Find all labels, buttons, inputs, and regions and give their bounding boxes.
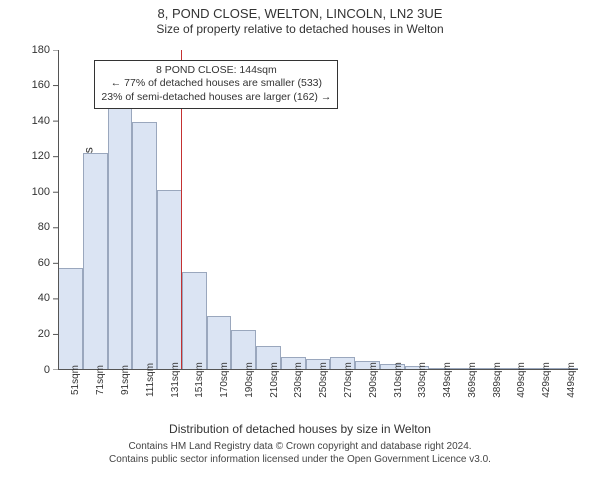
x-tick-label: 190sqm (244, 362, 255, 398)
bar-slot (405, 50, 430, 370)
x-tick-slot: 429sqm (529, 370, 554, 420)
y-tick-label: 120 (32, 150, 50, 162)
x-tick-slot: 131sqm (157, 370, 182, 420)
x-tick-label: 429sqm (541, 362, 552, 398)
x-tick-slot: 270sqm (330, 370, 355, 420)
bar-slot (454, 50, 479, 370)
bar-slot (429, 50, 454, 370)
y-tick-label: 160 (32, 79, 50, 91)
x-tick-label: 389sqm (491, 362, 502, 398)
x-tick-slot: 250sqm (306, 370, 331, 420)
bar-slot (479, 50, 504, 370)
x-tick-slot: 51sqm (58, 370, 83, 420)
x-tick-label: 310sqm (392, 362, 403, 398)
bar-slot (504, 50, 529, 370)
bar-slot (380, 50, 405, 370)
histogram-bar (182, 272, 207, 370)
y-tick-label: 180 (32, 44, 50, 56)
x-tick-label: 230sqm (293, 362, 304, 398)
x-tick-slot: 230sqm (281, 370, 306, 420)
histogram-bar (58, 268, 83, 369)
annotation-line2: ← 77% of detached houses are smaller (53… (101, 77, 331, 91)
y-tick-label: 140 (32, 115, 50, 127)
x-tick-label: 330sqm (417, 362, 428, 398)
x-tick-slot: 111sqm (132, 370, 157, 420)
x-tick-slot: 310sqm (380, 370, 405, 420)
x-tick-label: 170sqm (219, 362, 230, 398)
x-tick-slot: 170sqm (207, 370, 232, 420)
x-ticks: 51sqm71sqm91sqm111sqm131sqm151sqm170sqm1… (58, 370, 578, 420)
y-tick-label: 40 (38, 292, 50, 304)
x-tick-slot: 369sqm (454, 370, 479, 420)
histogram-bar (132, 122, 157, 369)
y-tick-label: 0 (44, 364, 50, 376)
histogram-bar (157, 190, 182, 370)
y-tick-label: 60 (38, 257, 50, 269)
x-tick-label: 250sqm (318, 362, 329, 398)
histogram-bar (83, 153, 108, 370)
chart-title: 8, POND CLOSE, WELTON, LINCOLN, LN2 3UE (0, 0, 600, 22)
y-tick-label: 20 (38, 328, 50, 340)
annotation-box: 8 POND CLOSE: 144sqm ← 77% of detached h… (94, 60, 338, 109)
x-tick-slot: 330sqm (405, 370, 430, 420)
x-tick-slot: 151sqm (182, 370, 207, 420)
x-tick-slot: 409sqm (504, 370, 529, 420)
x-tick-label: 111sqm (145, 363, 156, 397)
y-tick-label: 80 (38, 221, 50, 233)
x-tick-label: 369sqm (467, 362, 478, 398)
x-tick-label: 290sqm (368, 362, 379, 398)
x-tick-label: 51sqm (70, 365, 81, 395)
x-tick-slot: 91sqm (108, 370, 133, 420)
bar-slot (355, 50, 380, 370)
x-tick-slot: 210sqm (256, 370, 281, 420)
x-tick-label: 131sqm (169, 362, 180, 398)
x-tick-label: 71sqm (95, 365, 106, 395)
bar-slot (58, 50, 83, 370)
x-tick-label: 210sqm (269, 362, 280, 398)
x-tick-slot: 190sqm (231, 370, 256, 420)
x-axis-label: Distribution of detached houses by size … (0, 422, 600, 436)
x-tick-label: 449sqm (566, 362, 577, 398)
annotation-line3: 23% of semi-detached houses are larger (… (101, 91, 331, 105)
annotation-line1: 8 POND CLOSE: 144sqm (101, 64, 331, 78)
chart-container: 8, POND CLOSE, WELTON, LINCOLN, LN2 3UE … (0, 0, 600, 500)
histogram-bar (108, 96, 133, 370)
x-tick-label: 91sqm (120, 365, 131, 395)
x-tick-label: 270sqm (343, 362, 354, 398)
bar-slot (553, 50, 578, 370)
x-tick-slot: 389sqm (479, 370, 504, 420)
x-tick-label: 151sqm (194, 362, 205, 398)
footer-line1: Contains HM Land Registry data © Crown c… (0, 440, 600, 453)
x-tick-slot: 449sqm (553, 370, 578, 420)
x-tick-slot: 71sqm (83, 370, 108, 420)
x-tick-slot: 290sqm (355, 370, 380, 420)
x-tick-label: 409sqm (516, 362, 527, 398)
x-tick-slot: 349sqm (429, 370, 454, 420)
plot-region: 8 POND CLOSE: 144sqm ← 77% of detached h… (58, 50, 578, 370)
chart-subtitle: Size of property relative to detached ho… (0, 22, 600, 40)
x-tick-label: 349sqm (442, 362, 453, 398)
chart-area: Number of detached properties 0204060801… (0, 40, 600, 420)
footer: Contains HM Land Registry data © Crown c… (0, 440, 600, 466)
y-ticks: 020406080100120140160180 (0, 50, 54, 370)
y-tick-label: 100 (32, 186, 50, 198)
footer-line2: Contains public sector information licen… (0, 453, 600, 466)
bar-slot (529, 50, 554, 370)
